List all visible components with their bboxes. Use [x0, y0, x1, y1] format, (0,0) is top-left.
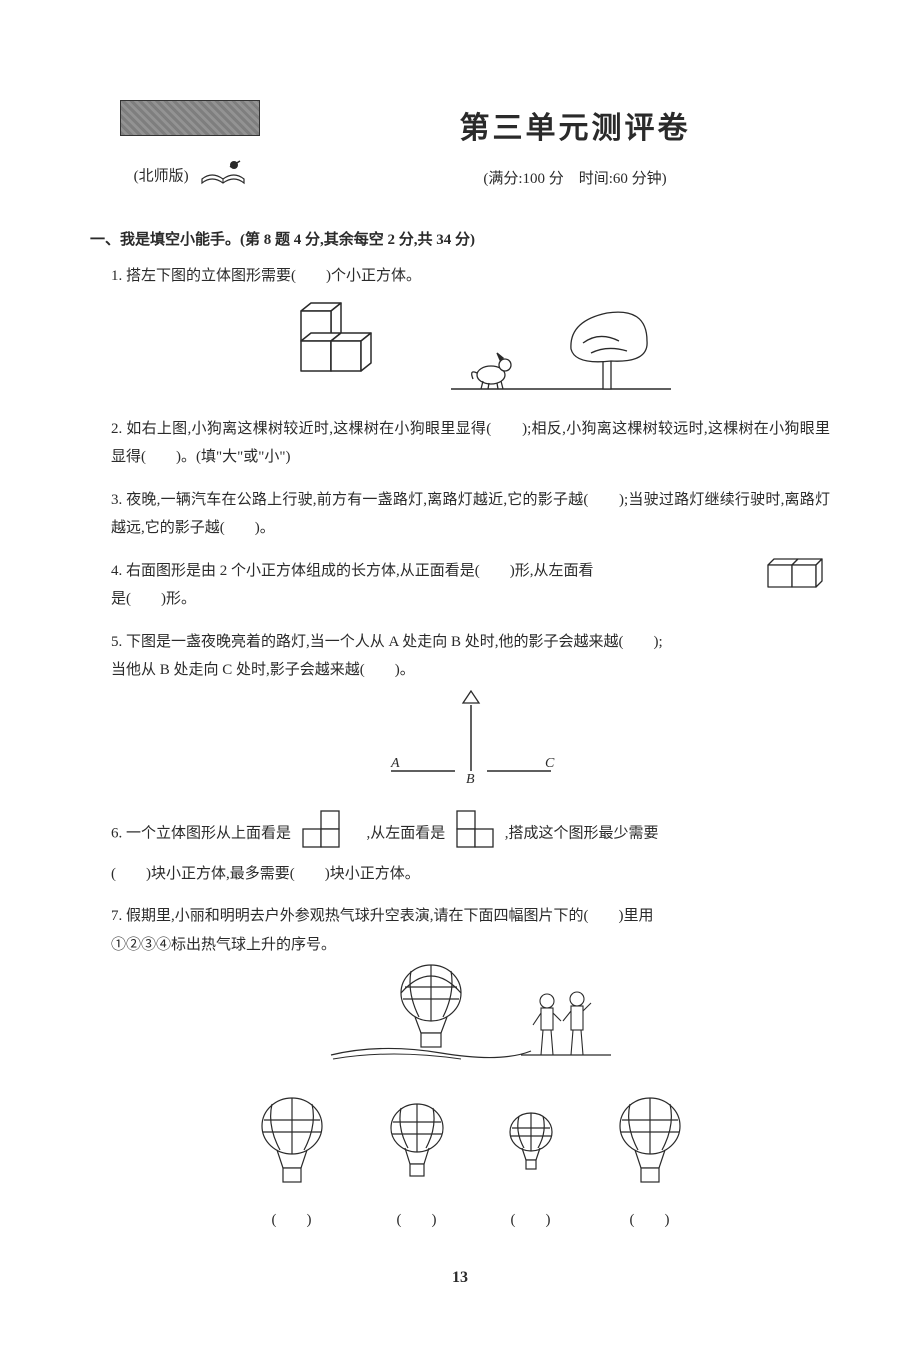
section-1-heading: 一、我是填空小能手。(第 8 题 4 分,其余每空 2 分,共 34 分) — [90, 226, 830, 255]
q6-text-a: 6. 一个立体图形从上面看是 — [111, 826, 291, 842]
page-subtitle: (满分:100 分 时间:60 分钟) — [320, 165, 830, 194]
q6-line1: 6. 一个立体图形从上面看是 ,从左面看是 — [111, 809, 830, 860]
q6-text-b: ,从左面看是 — [367, 826, 446, 842]
streetlight-icon: A B C — [371, 685, 571, 785]
balloon-icon — [605, 1090, 695, 1190]
question-7: 7. 假期里,小丽和明明去户外参观热气球升空表演,请在下面四幅图片下的( )里用… — [111, 902, 830, 1235]
header: (北师版) 第三单元测评卷 (满分:100 分 时间:60 分钟) — [90, 100, 830, 198]
balloon-1-blank: ( ) — [247, 1206, 337, 1235]
q7-text-b: ①②③④标出热气球上升的序号。 — [111, 931, 830, 960]
section-1: 一、我是填空小能手。(第 8 题 4 分,其余每空 2 分,共 34 分) 1.… — [90, 226, 830, 1235]
grade-badge — [120, 100, 260, 136]
balloon-icon — [377, 1090, 457, 1190]
streetlight-figure: A B C — [111, 685, 830, 796]
balloon-scene-icon — [321, 959, 621, 1069]
q5-text-b: 当他从 B 处走向 C 处时,影子会越来越( )。 — [111, 656, 830, 685]
question-list: 1. 搭左下图的立体图形需要( )个小正方体。 — [90, 262, 830, 1235]
edition-text: (北师版) — [134, 169, 189, 185]
balloon-option-3: ( ) — [497, 1090, 565, 1235]
page-number: 13 — [90, 1263, 830, 1293]
balloon-2-blank: ( ) — [377, 1206, 457, 1235]
balloon-option-4: ( ) — [605, 1090, 695, 1235]
balloon-scene — [111, 959, 830, 1080]
question-2: 2. 如右上图,小狗离这棵树较近时,这棵树在小狗眼里显得( );相反,小狗离这棵… — [111, 415, 830, 472]
q1-figures — [111, 301, 830, 401]
balloon-icon — [497, 1090, 565, 1190]
header-right: 第三单元测评卷 (满分:100 分 时间:60 分钟) — [320, 100, 830, 194]
balloon-option-1: ( ) — [247, 1090, 337, 1235]
q4-text-b: 是( )形。 — [111, 585, 830, 614]
q4-text-a: 4. 右面图形是由 2 个小正方体组成的长方体,从正面看是( )形,从左面看 — [111, 557, 830, 586]
header-left: (北师版) — [90, 100, 290, 198]
edition-label: (北师版) — [90, 157, 290, 198]
q5-text-a: 5. 下图是一盏夜晚亮着的路灯,当一个人从 A 处走向 B 处时,他的影子会越来… — [111, 628, 830, 657]
label-b: B — [466, 772, 475, 785]
cubes-figure-icon — [271, 301, 391, 401]
label-a: A — [390, 756, 400, 771]
balloon-option-2: ( ) — [377, 1090, 457, 1235]
balloon-options: ( ) — [111, 1090, 830, 1235]
balloon-icon — [247, 1090, 337, 1190]
q6-text-d: ( )块小正方体,最多需要( )块小正方体。 — [111, 860, 830, 889]
question-6: 6. 一个立体图形从上面看是 ,从左面看是 — [111, 809, 830, 888]
book-icon — [200, 157, 246, 198]
two-cube-figure-icon — [766, 557, 830, 602]
balloon-4-blank: ( ) — [605, 1206, 695, 1235]
q7-text-a: 7. 假期里,小丽和明明去户外参观热气球升空表演,请在下面四幅图片下的( )里用 — [111, 902, 830, 931]
question-1: 1. 搭左下图的立体图形需要( )个小正方体。 — [111, 262, 830, 401]
q3-text: 3. 夜晚,一辆汽车在公路上行驶,前方有一盏路灯,离路灯越近,它的影子越( );… — [111, 486, 830, 543]
q1-text: 1. 搭左下图的立体图形需要( )个小正方体。 — [111, 262, 830, 291]
top-view-figure-icon — [301, 809, 357, 860]
question-4: 4. 右面图形是由 2 个小正方体组成的长方体,从正面看是( )形,从左面看 是… — [111, 557, 830, 614]
question-3: 3. 夜晚,一辆汽车在公路上行驶,前方有一盏路灯,离路灯越近,它的影子越( );… — [111, 486, 830, 543]
page-title: 第三单元测评卷 — [320, 100, 830, 157]
q6-text-c: ,搭成这个图形最少需要 — [505, 826, 659, 842]
balloon-3-blank: ( ) — [497, 1206, 565, 1235]
question-5: 5. 下图是一盏夜晚亮着的路灯,当一个人从 A 处走向 B 处时,他的影子会越来… — [111, 628, 830, 796]
q2-text: 2. 如右上图,小狗离这棵树较近时,这棵树在小狗眼里显得( );相反,小狗离这棵… — [111, 415, 830, 472]
dog-tree-figure-icon — [451, 301, 671, 401]
left-view-figure-icon — [455, 809, 495, 860]
label-c: C — [545, 756, 555, 771]
